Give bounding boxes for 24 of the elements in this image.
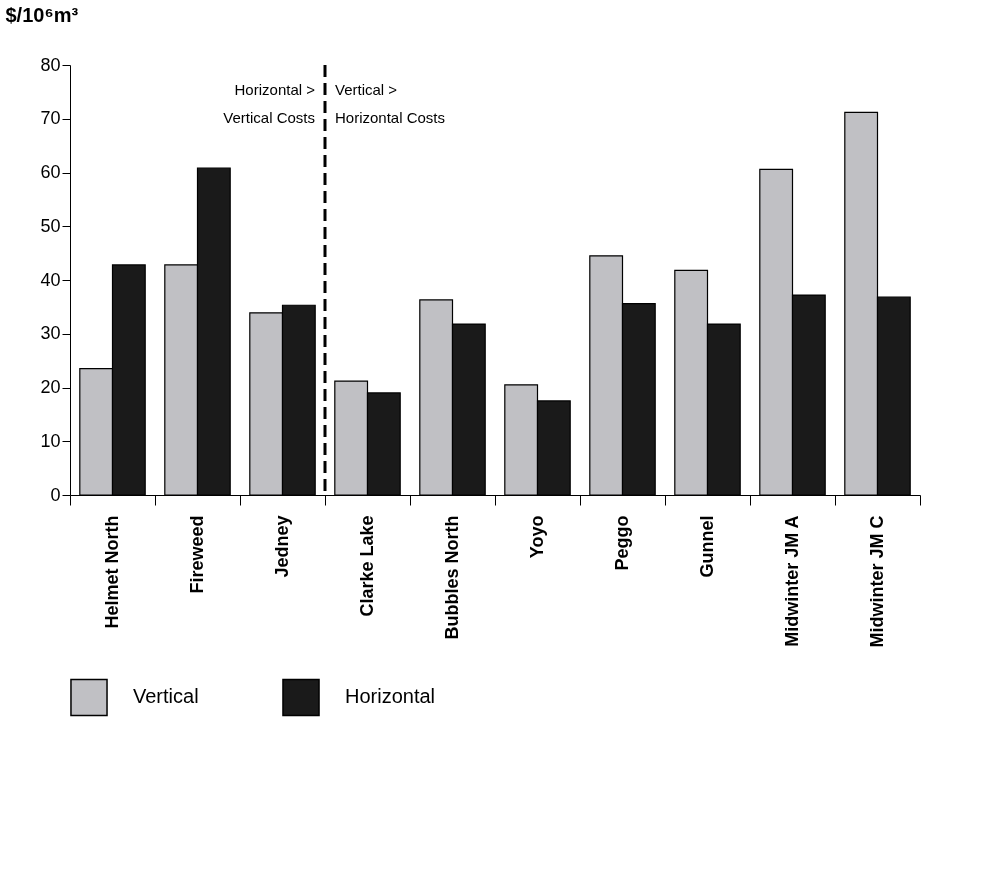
annotation: Horizontal > Vertical Costs xyxy=(223,81,316,126)
x-tick-label: Bubbles North xyxy=(442,515,462,640)
y-tick-label: 80 xyxy=(40,54,61,75)
x-tick-label: Yoyo xyxy=(527,515,547,559)
x-tick-label: Fireweed xyxy=(187,515,207,594)
legend-label: Vertical xyxy=(133,685,199,708)
y-tick-label: 20 xyxy=(40,377,61,397)
x-tick-label: Peggo xyxy=(612,515,632,571)
x-tick-label: Helmet North xyxy=(102,515,122,629)
y-tick-label: 70 xyxy=(40,108,61,129)
x-tick-label: Jedney xyxy=(272,515,292,578)
x-tick-label: Gunnel xyxy=(697,515,717,578)
x-tick-label: Midwinter JM C xyxy=(867,515,887,648)
y-tick-label: 40 xyxy=(40,269,61,290)
x-tick-label: Midwinter JM A xyxy=(782,515,802,647)
y-tick-label: 30 xyxy=(40,323,61,344)
y-tick-label: 60 xyxy=(40,162,61,182)
y-tick-label: 0 xyxy=(50,484,61,505)
annotation: Vertical > Horizontal Costs xyxy=(335,81,446,126)
legend-label: Horizontal xyxy=(345,685,436,708)
x-tick-label: Clarke Lake xyxy=(357,515,377,617)
y-tick-label: 50 xyxy=(40,215,61,236)
y-axis-title: $/10⁶m³ xyxy=(5,3,79,26)
y-tick-label: 10 xyxy=(40,430,61,451)
